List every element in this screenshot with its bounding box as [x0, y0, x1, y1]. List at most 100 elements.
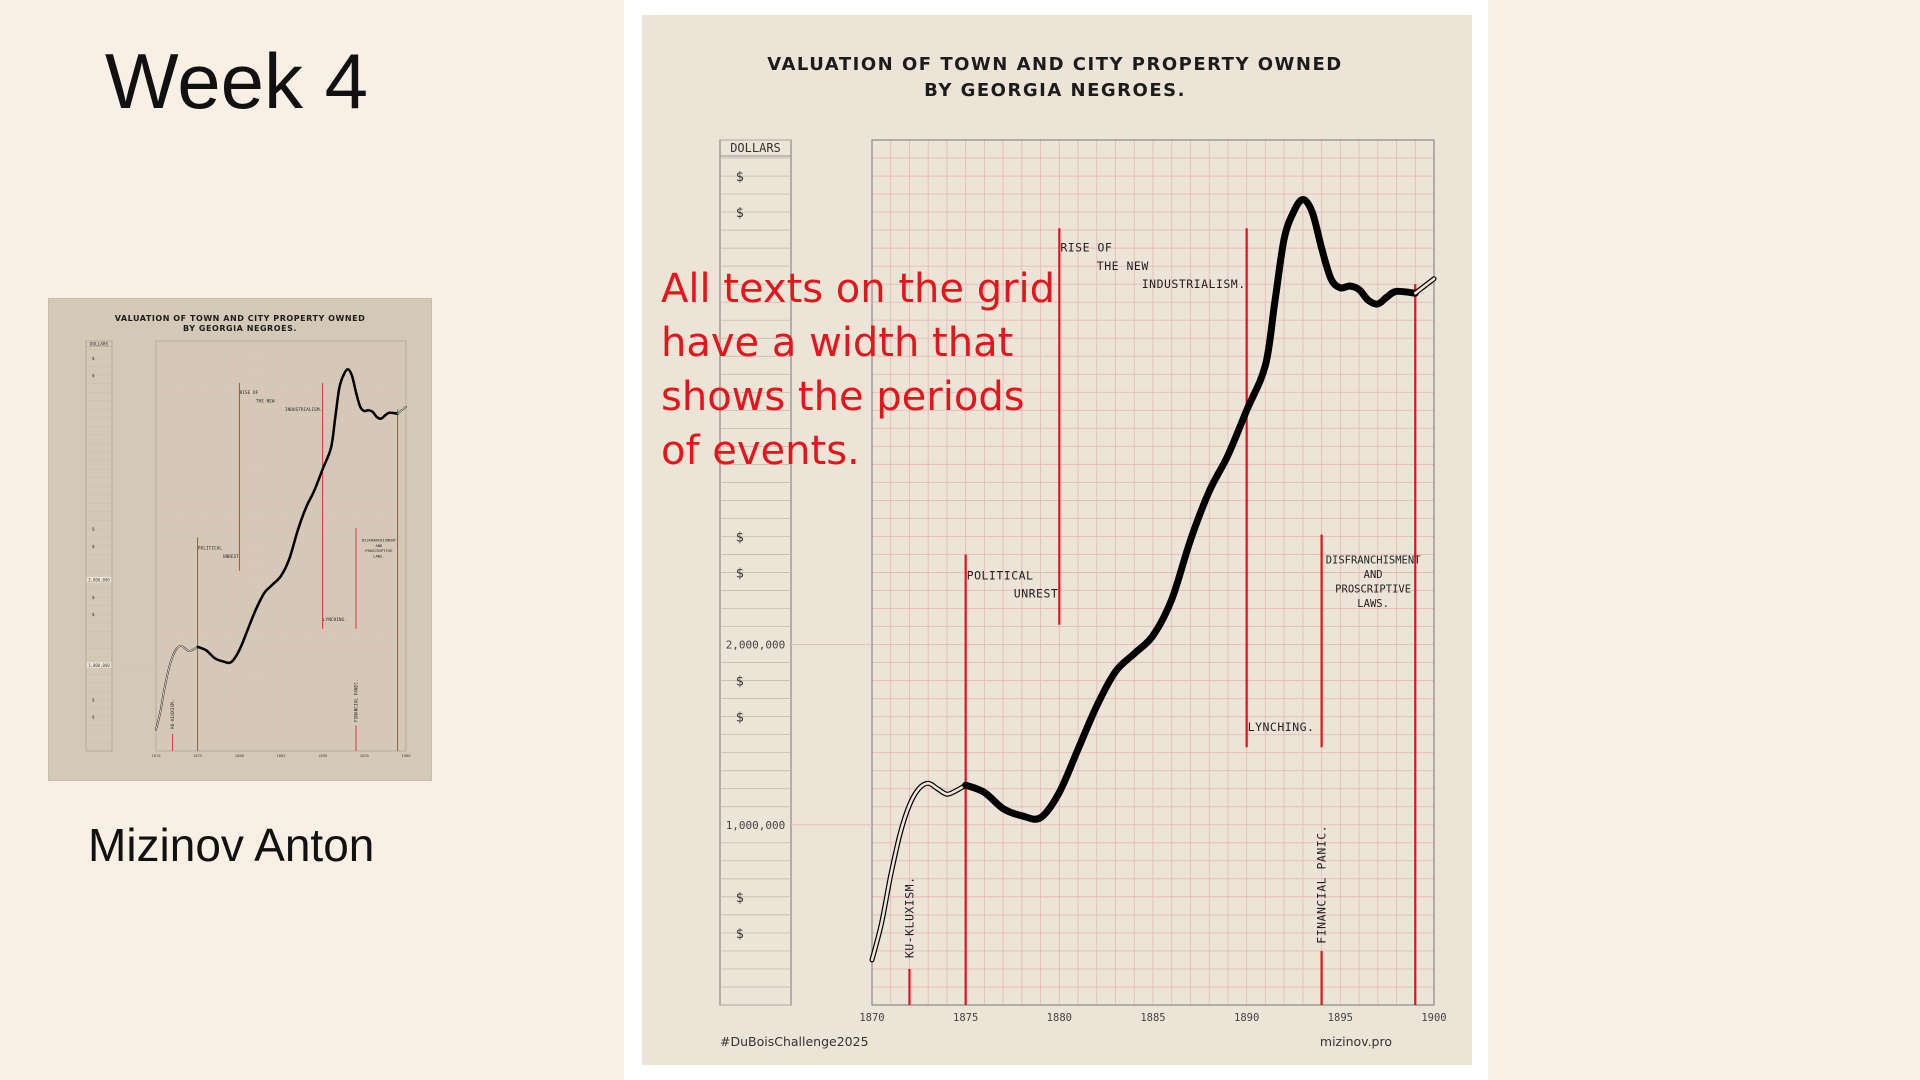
series-line-thick: [962, 196, 1419, 823]
y-tick-label-bg: [86, 662, 112, 668]
y-tick-label: 1,000,000: [726, 819, 786, 832]
x-tick-label: 1885: [276, 753, 285, 758]
x-tick-label: 1890: [1234, 1012, 1259, 1024]
event-label-disfranchisment: LAWS.: [1357, 598, 1389, 610]
event-label-financial-panic: FINANCIAL PANIC.: [1315, 825, 1329, 944]
series-line-outline: [869, 780, 969, 963]
event-label-political-unrest: UNREST: [1014, 587, 1059, 601]
event-rise-of-the-new-industrialism: RISE OF THE NEW INDUSTRIALISM.: [1058, 228, 1248, 748]
series-line-outline-inner: [870, 781, 967, 962]
x-tick-label: 1880: [235, 753, 245, 758]
x-tick-label: 1875: [953, 1012, 978, 1024]
chart-title-line: BY GEORGIA NEGROES.: [924, 80, 1186, 101]
dollar-mark: $: [736, 891, 744, 906]
y-tick-label: 1,000,000: [88, 663, 110, 668]
x-tick-label: 1885: [1140, 1012, 1165, 1024]
annotation-callout: All texts on the grid have a width that sh…: [661, 262, 1055, 478]
chart-title-line: BY GEORGIA NEGROES.: [183, 324, 297, 333]
dollar-mark: $: [736, 711, 744, 726]
chart-title-line: VALUATION OF TOWN AND CITY PROPERTY OWNE…: [767, 54, 1342, 75]
event-label-ku-kluxism: KU-KLUXISM.: [170, 699, 175, 728]
event-rise-of-the-new-industrialism: RISE OF THE NEW INDUSTRIALISM.: [238, 382, 324, 629]
event-label-disfranchisment: LAWS.: [373, 553, 384, 558]
x-tick-label: 1895: [1328, 1012, 1353, 1024]
x-tick-label: 1870: [859, 1012, 884, 1024]
author-name: Mizinov Anton: [88, 819, 375, 871]
chart-title-line: VALUATION OF TOWN AND CITY PROPERTY OWNE…: [115, 314, 366, 323]
event-label-industrialism: INDUSTRIALISM.: [285, 407, 322, 412]
y-axis-label: DOLLARS: [730, 141, 781, 155]
y-tick-label-bg: [86, 576, 112, 583]
dollar-mark: $: [92, 544, 95, 550]
annotation-line: shows the periods: [661, 374, 1025, 420]
footer-site: mizinov.pro: [1320, 1034, 1392, 1049]
dollar-mark: $: [92, 698, 95, 704]
event-label-disfranchisment: AND: [376, 543, 384, 548]
x-tick-label: 1880: [1047, 1012, 1072, 1024]
event-disfranchisment: DISFRANCHISMENT AND PROSCRIPTIVE LAWS.: [1320, 284, 1422, 1005]
footer-hashtag: #DuBoisChallenge2025: [720, 1034, 869, 1049]
y-tick-label: 2,000,000: [726, 639, 786, 652]
original-chart-thumbnail-svg: VALUATION OF TOWN AND CITY PROPERTY OWNE…: [85, 314, 411, 758]
annotation-line: All texts on the grid: [661, 266, 1056, 312]
event-label-disfranchisment: AND: [1364, 569, 1383, 581]
y-tick-label: 2,000,000: [88, 578, 110, 583]
chart-poster: VALUATION OF TOWN AND CITY PROPERTY OWNE…: [642, 15, 1472, 1065]
event-label-industrialism: THE NEW: [256, 399, 275, 404]
annotation-line: have a width that: [661, 320, 1014, 366]
event-label-disfranchisment: PROSCRIPTIVE: [1335, 583, 1411, 595]
event-lynching: LYNCHING.: [1248, 720, 1315, 734]
y-tick-label-bg: [722, 815, 789, 831]
event-label-disfranchisment: DISFRANCHISMENT: [362, 538, 397, 543]
valuation-chart: VALUATION OF TOWN AND CITY PROPERTY OWNE…: [719, 54, 1447, 1049]
event-lynching: LYNCHING.: [323, 617, 347, 622]
event-label-financial-panic: FINANCIAL PANIC.: [353, 679, 358, 722]
event-label-industrialism: RISE OF: [1060, 241, 1112, 255]
event-label-disfranchisment: DISFRANCHISMENT: [1326, 554, 1422, 566]
event-label-political-unrest: POLITICAL: [967, 569, 1034, 583]
plot-frame: [155, 340, 407, 752]
event-label-political-unrest: POLITICAL: [198, 545, 222, 550]
event-political-unrest: POLITICAL UNREST: [964, 554, 1059, 1005]
event-ku-kluxism: KU-KLUXISM.: [902, 876, 916, 1005]
dollar-mark: $: [736, 675, 744, 690]
x-tick-label: 1890: [318, 753, 328, 758]
x-tick-label: 1900: [401, 753, 411, 758]
series-line-thick: [196, 367, 399, 665]
slide-title: Week 4: [105, 37, 369, 125]
original-chart-thumbnail: VALUATION OF TOWN AND CITY PROPERTY OWNE…: [48, 298, 432, 781]
event-label-lynching: LYNCHING.: [1248, 720, 1315, 734]
dollar-mark: $: [92, 527, 95, 533]
event-label-industrialism: INDUSTRIALISM.: [1142, 277, 1246, 291]
dollar-mark: $: [736, 927, 744, 942]
event-ku-kluxism: KU-KLUXISM.: [170, 699, 175, 751]
dollar-mark: $: [92, 715, 95, 721]
event-label-political-unrest: UNREST: [223, 554, 239, 559]
annotation-line: of events.: [661, 428, 860, 474]
plot-frame: [871, 139, 1435, 1006]
chart-grid: [155, 340, 407, 752]
event-financial-panic: FINANCIAL PANIC.: [1315, 825, 1329, 1005]
y-axis-label: DOLLARS: [90, 341, 109, 347]
dollar-mark: $: [92, 595, 95, 601]
event-label-industrialism: THE NEW: [1097, 259, 1149, 273]
dollar-mark: $: [736, 170, 744, 185]
x-tick-label: 1900: [1421, 1012, 1446, 1024]
dollar-mark: $: [736, 530, 744, 545]
series-line-outline-inner: [155, 645, 199, 731]
event-label-lynching: LYNCHING.: [323, 617, 347, 622]
dollar-mark: $: [736, 567, 744, 582]
x-tick-label: 1895: [360, 753, 369, 758]
x-tick-label: 1870: [151, 753, 161, 758]
chart-grid: [871, 139, 1435, 1006]
x-tick-label: 1875: [193, 753, 202, 758]
dollar-mark: $: [92, 612, 95, 618]
dollar-mark: $: [92, 356, 95, 362]
dollar-mark: $: [92, 373, 95, 379]
dollar-mark: $: [736, 206, 744, 221]
series-line-outline-inner: [397, 406, 407, 415]
series-line-outline-inner: [1414, 277, 1436, 295]
series-line-outline: [155, 644, 199, 731]
